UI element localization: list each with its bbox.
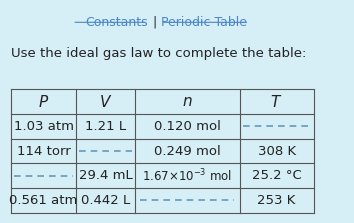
Text: 253 K: 253 K (257, 194, 296, 207)
Text: Constants: Constants (85, 16, 148, 29)
Text: 0.561 atm: 0.561 atm (10, 194, 78, 207)
Text: 25.2 °C: 25.2 °C (252, 169, 302, 182)
Text: |: | (152, 16, 156, 29)
Text: $P$: $P$ (38, 94, 49, 110)
Text: $1.67{\times}10^{-3}$ mol: $1.67{\times}10^{-3}$ mol (142, 167, 233, 184)
Text: Use the ideal gas law to complete the table:: Use the ideal gas law to complete the ta… (11, 47, 307, 60)
Text: $T$: $T$ (270, 94, 283, 110)
Text: 308 K: 308 K (258, 145, 296, 158)
Text: 0.442 L: 0.442 L (81, 194, 130, 207)
Text: 1.21 L: 1.21 L (85, 120, 126, 133)
Text: 114 torr: 114 torr (17, 145, 70, 158)
Text: $V$: $V$ (99, 94, 112, 110)
Text: 29.4 mL: 29.4 mL (79, 169, 132, 182)
Text: 1.03 atm: 1.03 atm (13, 120, 74, 133)
Text: $n$: $n$ (182, 95, 193, 109)
Text: 0.120 mol: 0.120 mol (154, 120, 221, 133)
Text: Periodic Table: Periodic Table (161, 16, 247, 29)
Text: 0.249 mol: 0.249 mol (154, 145, 221, 158)
